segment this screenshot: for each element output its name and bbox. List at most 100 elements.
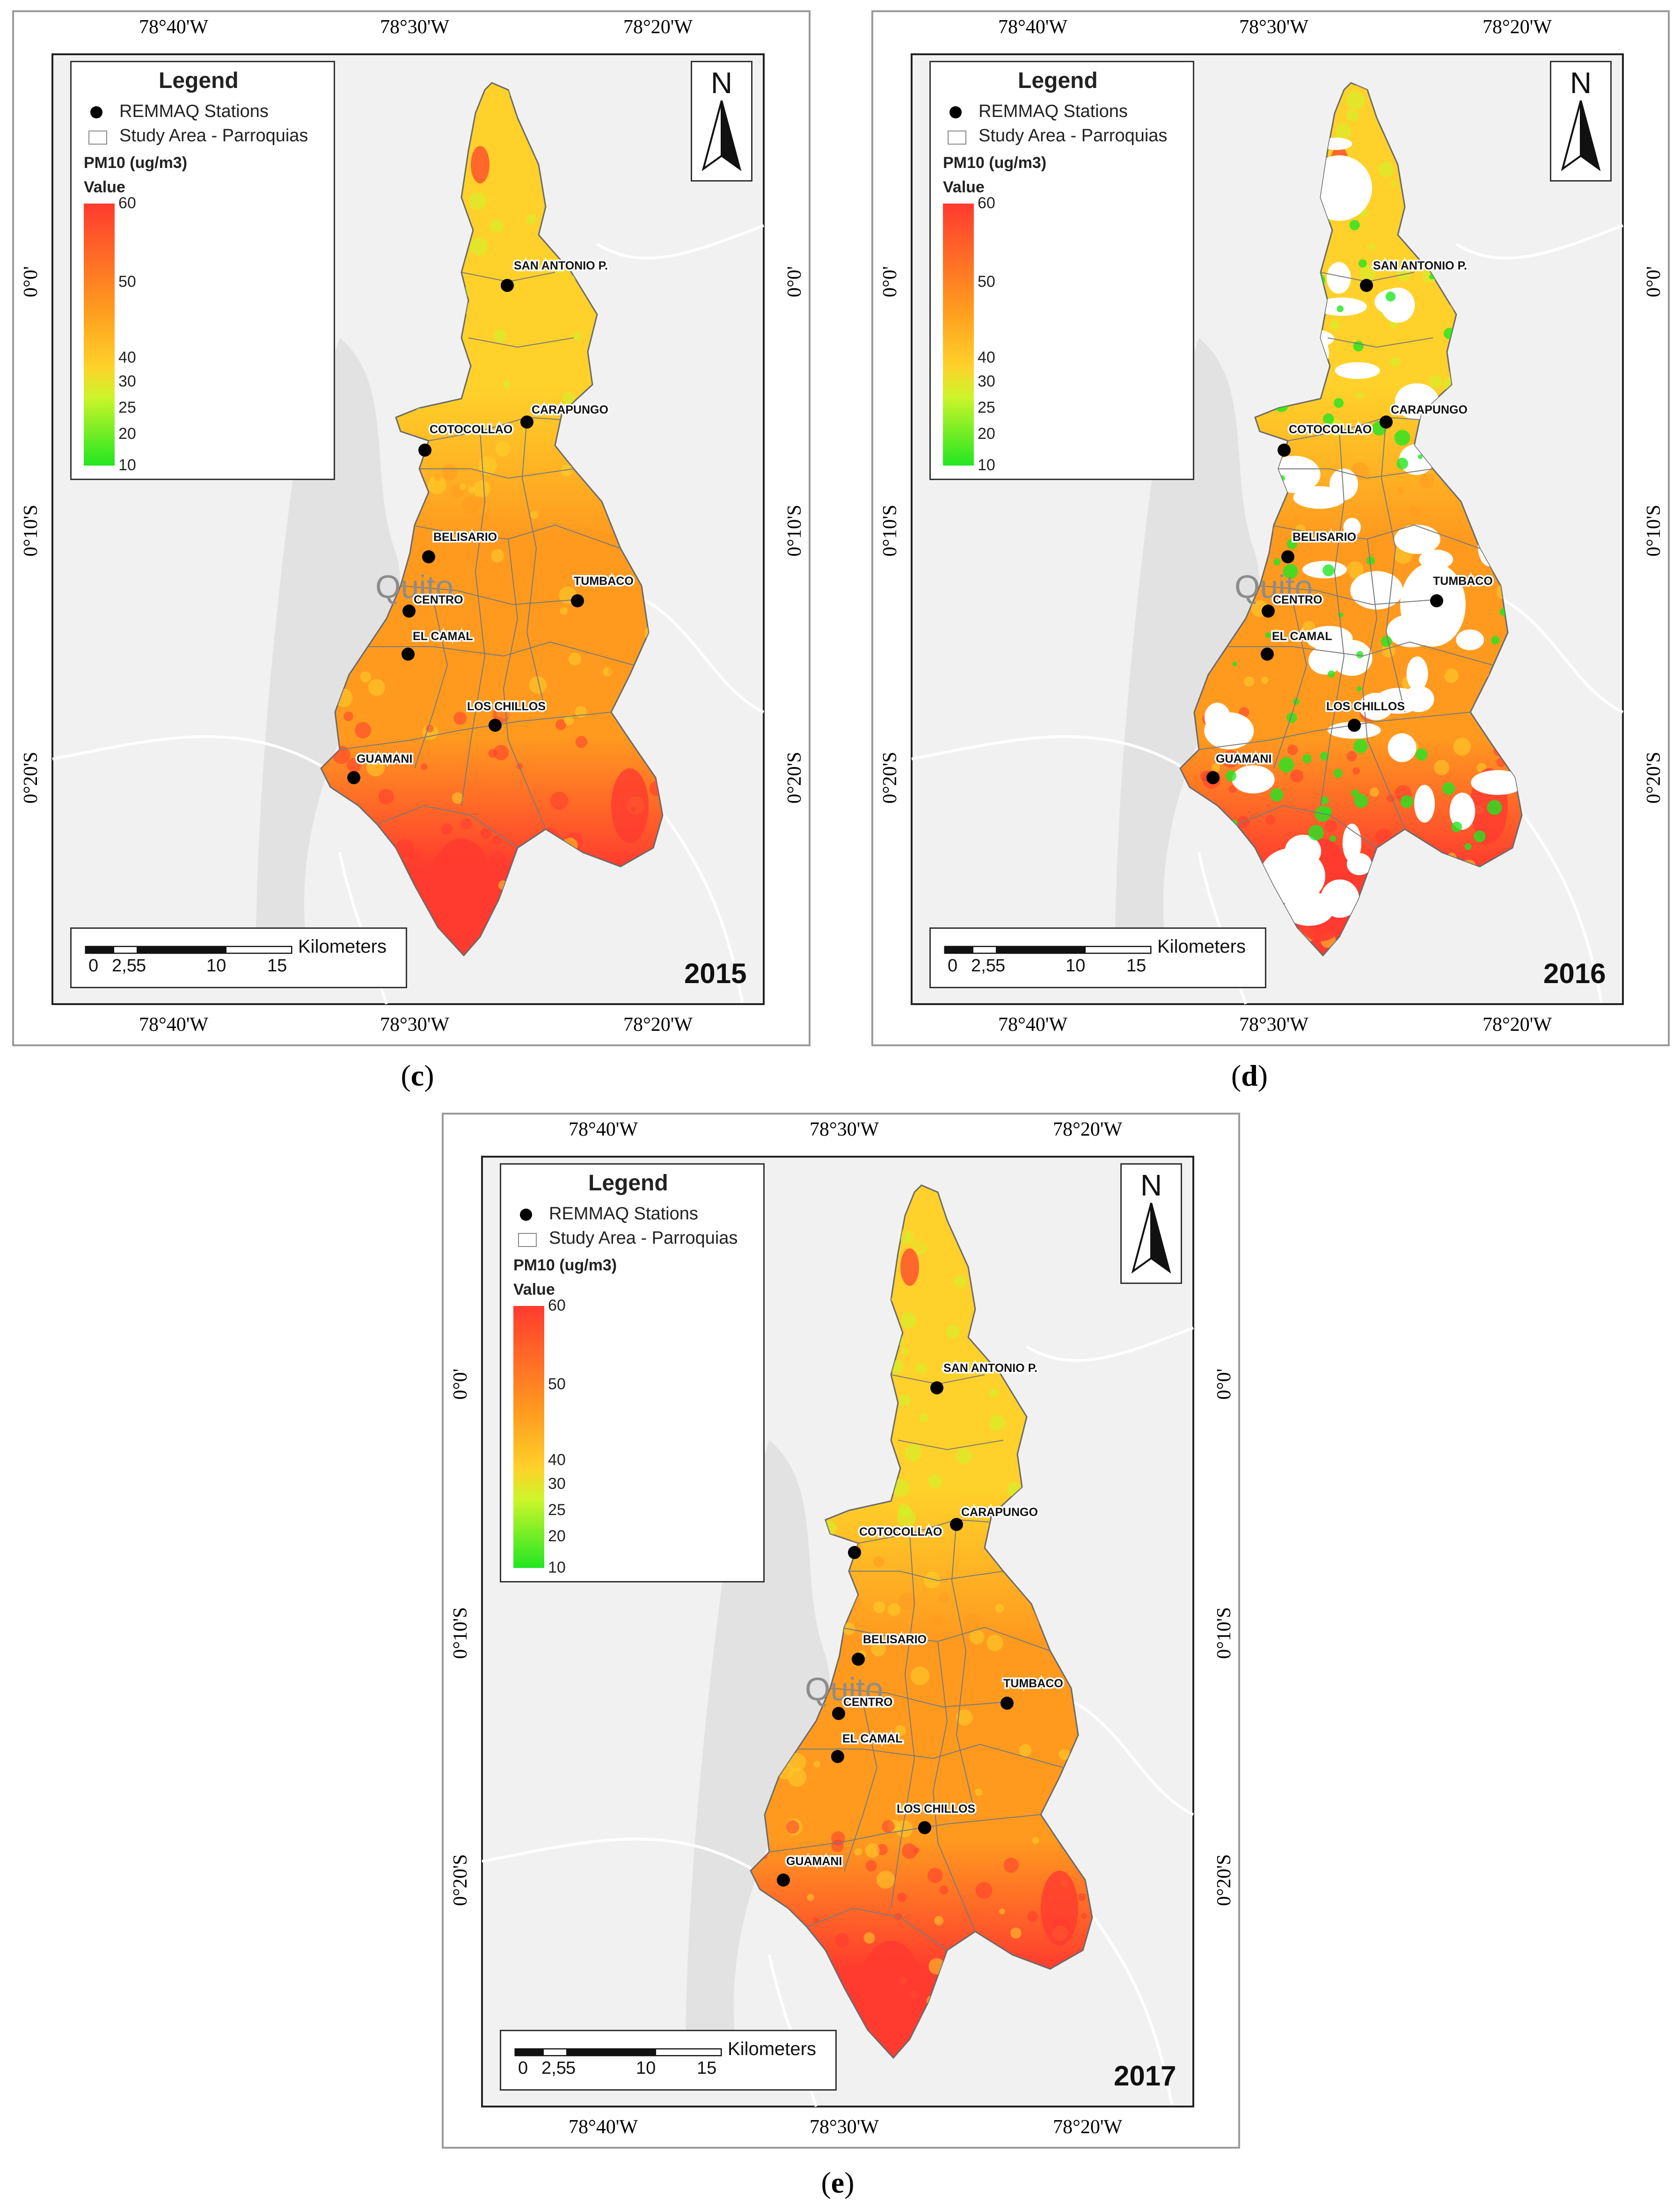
scale-tick-label: 15	[267, 956, 287, 976]
north-label: N	[711, 66, 732, 100]
station-marker	[777, 1874, 790, 1887]
station-label: GUAMANI	[357, 752, 412, 765]
legend-color-ramp	[513, 1306, 544, 1568]
station-marker	[1278, 444, 1291, 457]
latitude-label-right: 0°10'S	[784, 504, 805, 557]
station-label: GUAMANI	[1216, 752, 1271, 765]
latitude-label-right: 0°10'S	[1213, 1607, 1235, 1659]
parish-boundary	[1381, 417, 1405, 713]
scale-tick-label: 0	[948, 956, 958, 976]
road-line	[1063, 1696, 1194, 1816]
legend-study-area-label: Study Area - Parroquias	[119, 126, 308, 146]
station-marker	[918, 1821, 931, 1834]
station-label: BELISARIO	[433, 531, 497, 544]
legend-box: Legend REMMAQ Stations Study Area - Parroq…	[500, 1163, 765, 1582]
legend-color-ramp	[84, 204, 115, 466]
station-marker	[489, 719, 502, 732]
north-label: N	[1140, 1168, 1162, 1202]
longitude-label-bottom: 78°40'W	[139, 1014, 209, 1035]
year-label: 2016	[1543, 958, 1606, 989]
latitude-label-left: 0°20'S	[20, 751, 42, 804]
station-label: LOS CHILLOS	[1326, 700, 1405, 713]
scale-unit-label: Kilometers	[728, 2039, 816, 2059]
legend-ramp-tick: 20	[978, 424, 995, 443]
parish-boundary	[932, 1641, 976, 1932]
scale-tick-label: 0	[518, 2058, 528, 2078]
longitude-label-bottom: 78°40'W	[998, 1014, 1068, 1035]
legend-title: Legend	[588, 1171, 668, 1196]
road-line	[1086, 1907, 1173, 2105]
latitude-label-left: 0°0'	[450, 1368, 471, 1400]
study-area-legend-icon	[88, 131, 107, 145]
station-marker	[1206, 771, 1220, 784]
scale-tick-label: 15	[697, 2058, 717, 2078]
legend-box: Legend REMMAQ Stations Study Area - Parroq…	[929, 61, 1194, 480]
scale-tick-label: 5	[136, 956, 146, 976]
legend-ramp-tick: 50	[548, 1375, 566, 1393]
scale-unit-label: Kilometers	[298, 936, 387, 957]
station-marker	[852, 1653, 865, 1666]
legend-stations-label: REMMAQ Stations	[119, 102, 269, 121]
scale-unit-label: Kilometers	[1157, 936, 1246, 957]
road-line	[1493, 594, 1624, 714]
legend-ramp-tick: 25	[978, 398, 995, 416]
latitude-label-right: 0°0'	[1643, 266, 1665, 298]
legend-ramp-tick: 30	[548, 1474, 566, 1493]
legend-ramp-tick: 20	[118, 424, 136, 443]
road-line	[634, 594, 765, 714]
longitude-label-bottom: 78°30'W	[380, 1014, 450, 1035]
station-marker	[1360, 279, 1373, 292]
latitude-label-right: 0°0'	[1213, 1368, 1235, 1400]
latitude-label-left: 0°0'	[20, 266, 42, 298]
road-line	[596, 224, 765, 260]
station-marker	[520, 416, 533, 429]
longitude-label-top: 78°40'W	[998, 16, 1068, 38]
legend-ramp-tick: 40	[548, 1451, 566, 1469]
latitude-label-left: 0°10'S	[879, 504, 901, 557]
legend-study-area-label: Study Area - Parroquias	[979, 126, 1168, 146]
station-label: EL CAMAL	[413, 630, 473, 643]
scale-tick-label: 0	[88, 956, 99, 976]
legend-ramp-tick: 60	[978, 194, 995, 212]
scale-bar: 0 2,5 5 10 15 Kilometers	[70, 927, 407, 988]
station-marker	[930, 1381, 943, 1394]
scale-tick-label: 10	[206, 956, 226, 976]
station-label: TUMBACO	[1003, 1677, 1063, 1690]
station-marker	[1001, 1697, 1014, 1710]
legend-box: Legend REMMAQ Stations Study Area - Parroq…	[70, 61, 335, 480]
map-canvas: Quito SAN ANTONIO P. CARAPUNGO COTOCOLLAO BE…	[481, 1156, 1194, 2107]
legend-ramp-tick: 50	[118, 273, 136, 291]
north-arrow: N	[691, 61, 752, 182]
legend-ramp-tick: 60	[118, 194, 136, 212]
station-label: TUMBACO	[574, 575, 634, 588]
scale-tick-label: 2,5	[112, 956, 137, 976]
legend-ramp-tick: 30	[978, 372, 995, 390]
parish-boundary	[1327, 337, 1433, 348]
longitude-label-top: 78°30'W	[1239, 16, 1309, 38]
longitude-label-top: 78°20'W	[1482, 16, 1552, 38]
road-line	[657, 805, 744, 1003]
station-marker	[501, 279, 514, 292]
station-marker	[1380, 416, 1393, 429]
station-marker	[1262, 605, 1275, 618]
station-label: SAN ANTONIO P.	[1373, 259, 1467, 272]
parish-boundary	[1362, 539, 1405, 830]
latitude-label-left: 0°10'S	[20, 504, 42, 557]
legend-variable-label: PM10 (ug/m3)	[943, 154, 1047, 172]
scale-tick-label: 15	[1126, 956, 1147, 976]
latitude-label-right: 0°10'S	[1643, 504, 1665, 557]
parish-boundary	[1259, 585, 1433, 605]
city-label: Quito	[805, 1671, 883, 1707]
station-label: CENTRO	[843, 1696, 893, 1709]
panel-caption-d: (d)	[1231, 1059, 1268, 1092]
road-line	[1455, 224, 1624, 260]
station-marker	[402, 605, 416, 618]
longitude-label-bottom: 78°40'W	[568, 2116, 638, 2138]
station-marker	[571, 594, 584, 607]
legend-study-area-label: Study Area - Parroquias	[549, 1228, 738, 1248]
parish-boundary	[339, 712, 612, 750]
map-canvas: Quito SAN ANTONIO P. CARAPUNGO COTOCOLLAO BE…	[51, 53, 765, 1005]
latitude-label-right: 0°0'	[784, 266, 805, 298]
scale-bar: 0 2,5 5 10 15 Kilometers	[500, 2030, 837, 2091]
latitude-label-left: 0°0'	[879, 266, 901, 298]
